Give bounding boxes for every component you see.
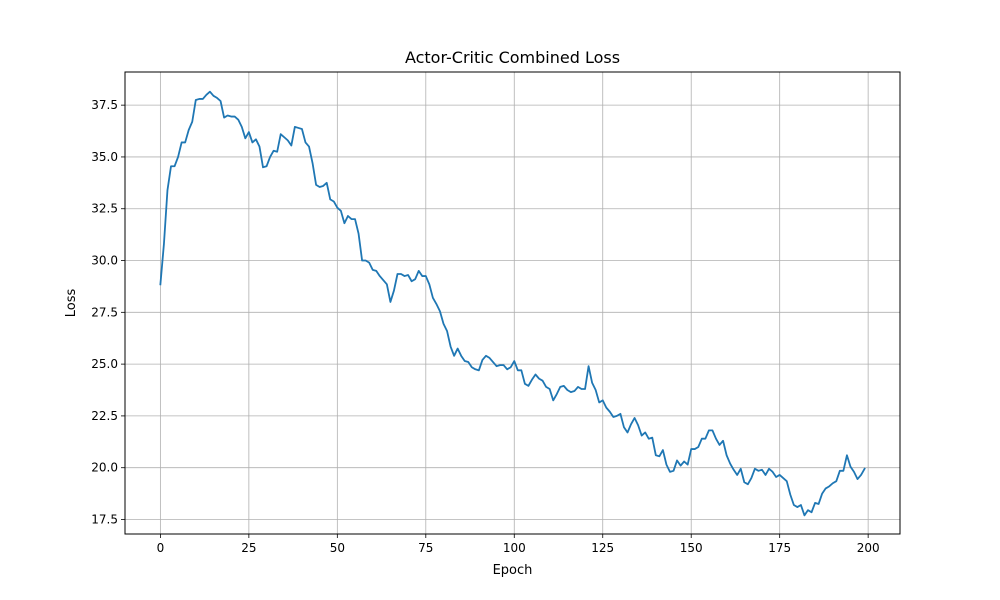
series-layer <box>159 90 866 517</box>
x-tick-label: 200 <box>857 541 880 555</box>
y-tick-label: 17.5 <box>91 512 118 526</box>
x-axis-ticks: 0 25 50 75 100 125 150 175 200 <box>157 534 880 555</box>
x-tick-label: 50 <box>330 541 345 555</box>
x-tick-label: 0 <box>157 541 165 555</box>
y-tick-label: 25.0 <box>91 357 118 371</box>
y-tick-label: 35.0 <box>91 150 118 164</box>
y-tick-label: 32.5 <box>91 202 118 216</box>
loss-series-line <box>159 90 866 517</box>
y-axis-label: Loss <box>64 289 79 318</box>
x-axis-label: Epoch <box>493 563 533 578</box>
y-tick-label: 20.0 <box>91 461 118 475</box>
chart-title: Actor-Critic Combined Loss <box>405 48 620 67</box>
y-tick-label: 27.5 <box>91 305 118 319</box>
x-tick-label: 125 <box>591 541 614 555</box>
y-axis-ticks: 17.5 20.0 22.5 25.0 27.5 30.0 32.5 35.0 37.5 <box>91 98 125 526</box>
x-tick-label: 150 <box>680 541 703 555</box>
y-tick-label: 30.0 <box>91 254 118 268</box>
plot-frame <box>124 71 901 535</box>
x-tick-label: 75 <box>418 541 433 555</box>
grid <box>125 72 900 534</box>
x-tick-label: 175 <box>768 541 791 555</box>
x-tick-label: 100 <box>503 541 526 555</box>
y-tick-label: 37.5 <box>91 98 118 112</box>
x-tick-label: 25 <box>241 541 256 555</box>
y-tick-label: 22.5 <box>91 409 118 423</box>
plot-area <box>125 72 900 534</box>
